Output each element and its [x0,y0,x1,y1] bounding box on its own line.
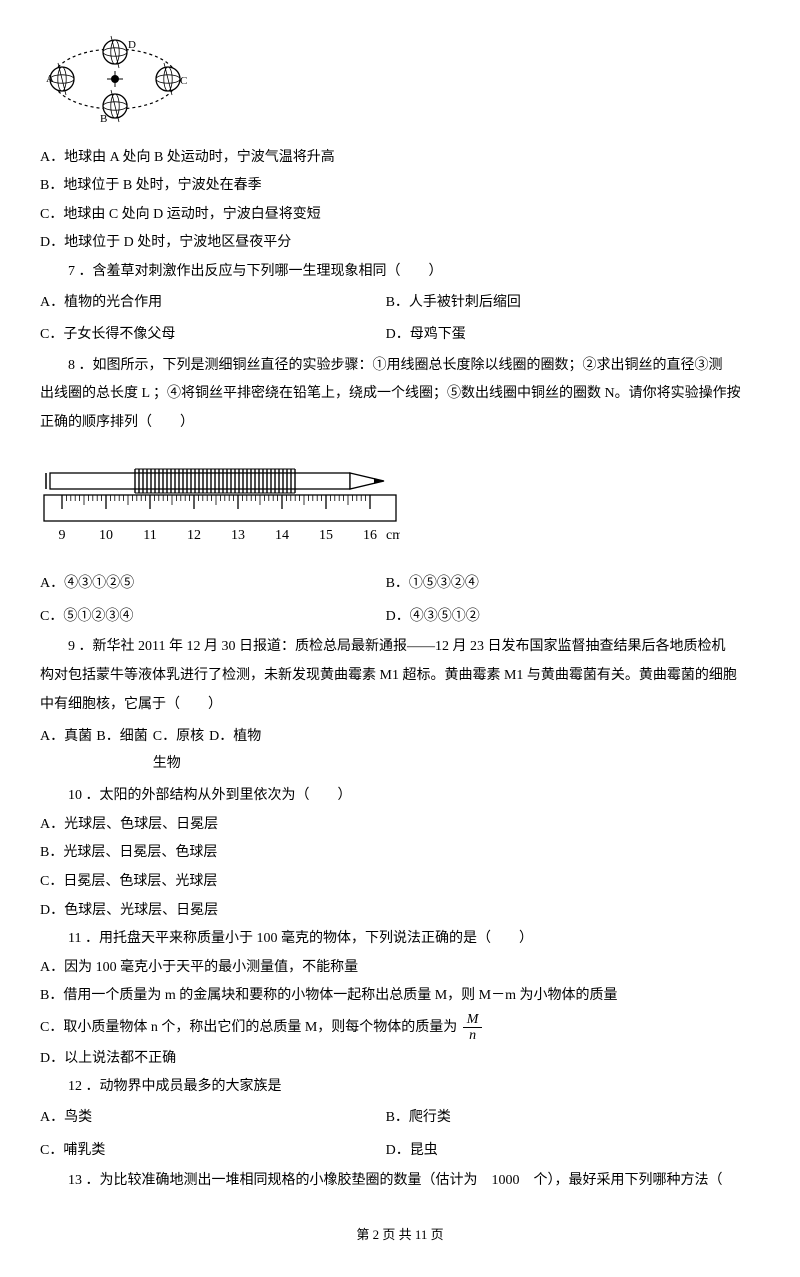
q11-option-b: B．借用一个质量为 m 的金属块和要称的小物体一起称出总质量 M，则 M－m 为… [40,983,760,1010]
svg-text:A: A [46,73,54,85]
fraction-denominator: n [463,1028,483,1043]
q11-stem: 11 ．用托盘天平来称质量小于 100 毫克的物体，下列说法正确的是（ ） [40,926,760,953]
svg-text:cm: cm [386,528,400,543]
q7-stem: 7 ．含羞草对刺激作出反应与下列哪一生理现象相同（ ） [40,259,760,286]
q7-option: C．子女长得不像父母 [40,322,386,349]
q12-option: D．昆虫 [386,1138,732,1165]
q12-option: C．哺乳类 [40,1138,386,1165]
q6-earth-orbit-diagram: A D C B [40,34,760,135]
page-footer: 第 2 页 共 11 页 [40,1223,760,1248]
q6-option: C．地球由 C 处向 D 运动时，宁波白昼将变短 [40,202,760,229]
svg-text:12: 12 [187,528,201,543]
q6-option: A．地球由 A 处向 B 处运动时，宁波气温将升高 [40,145,760,172]
q12-stem: 12 ．动物界中成员最多的大家族是 [40,1074,760,1101]
q10-stem: 10 ．太阳的外部结构从外到里依次为（ ） [40,783,760,810]
q10-option: D．色球层、光球层、日冕层 [40,898,760,925]
q6-option: D．地球位于 D 处时，宁波地区昼夜平分 [40,230,760,257]
q10-option: C．日冕层、色球层、光球层 [40,869,760,896]
q9-stem: 构对包括蒙牛等液体乳进行了检测，未新发现黄曲霉素 M1 超标。黄曲霉素 M1 与… [40,663,760,690]
q8-option: A．④③①②⑤ [40,571,386,598]
svg-text:16: 16 [363,528,377,543]
q9-option: B．细菌 [96,724,152,777]
q9-option: D．植物 [209,724,265,777]
q7-option: B．人手被针刺后缩回 [386,290,732,317]
q7-option: D．母鸡下蛋 [386,322,732,349]
q9-stem: 中有细胞核，它属于（ ） [40,692,760,719]
svg-text:15: 15 [319,528,333,543]
svg-text:13: 13 [231,528,245,543]
q11-option-d: D．以上说法都不正确 [40,1046,760,1073]
svg-text:B: B [100,113,107,124]
fraction-numerator: M [463,1012,483,1028]
svg-text:10: 10 [99,528,113,543]
q10-option: A．光球层、色球层、日冕层 [40,812,760,839]
q12-option: A．鸟类 [40,1105,386,1132]
q10-option: B．光球层、日冕层、色球层 [40,840,760,867]
q9-option: A．真菌 [40,724,96,777]
q8-stem: 正确的顺序排列（ ） [40,410,760,437]
svg-text:11: 11 [143,528,156,543]
q8-option: D．④③⑤①② [386,604,732,631]
q8-ruler-diagram: 9 10 11 12 13 14 15 16 cm [40,445,760,566]
q11-option-c: C．取小质量物体 n 个，称出它们的总质量 M，则每个物体的质量为 M n [40,1012,760,1044]
q9-option: C．原核生物 [153,724,209,777]
q6-option: B．地球位于 B 处时，宁波处在春季 [40,173,760,200]
q8-stem: 出线圈的总长度 L ；④将铜丝平排密绕在铅笔上，绕成一个线圈；⑤数出线圈中铜丝的… [40,381,760,408]
svg-text:14: 14 [275,528,289,543]
svg-text:C: C [180,75,187,87]
svg-text:9: 9 [59,528,66,543]
q8-option: C．⑤①②③④ [40,604,386,631]
q11-option-c-text: C．取小质量物体 n 个，称出它们的总质量 M，则每个物体的质量为 [40,1020,461,1035]
q11-fraction: M n [463,1012,483,1044]
q8-stem: 8 ．如图所示，下列是测细铜丝直径的实验步骤：①用线圈总长度除以线圈的圈数；②求… [40,353,760,380]
q13-stem: 13 ．为比较准确地测出一堆相同规格的小橡胶垫圈的数量（估计为 1000 个），… [40,1168,760,1195]
q11-option-a: A．因为 100 毫克小于天平的最小测量值，不能称量 [40,955,760,982]
q7-option: A．植物的光合作用 [40,290,386,317]
q8-option: B．①⑤③②④ [386,571,732,598]
svg-text:D: D [128,39,136,51]
q12-option: B．爬行类 [386,1105,732,1132]
q9-stem: 9 ．新华社 2011 年 12 月 30 日报道：质检总局最新通报——12 月… [40,634,760,661]
